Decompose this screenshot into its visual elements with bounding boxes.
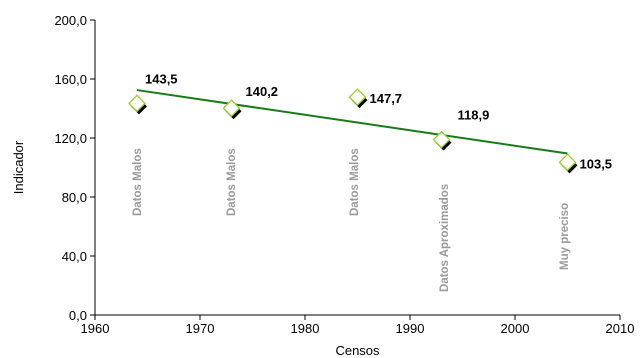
- data-point: [222, 99, 242, 120]
- data-point: [432, 130, 452, 151]
- trendline-group: [136, 89, 568, 155]
- point-annotation: Muy preciso: [559, 203, 571, 270]
- trendline: [136, 89, 568, 155]
- x-tick-label: 1970: [186, 321, 215, 336]
- x-tick-label: 1980: [291, 321, 320, 336]
- y-tick-label: 80,0: [62, 190, 87, 205]
- data-point-marker: [222, 99, 241, 118]
- point-annotation: Datos Malos: [349, 148, 361, 216]
- data-point-marker: [348, 88, 367, 107]
- data-point: [348, 88, 368, 109]
- x-tick-label: 1990: [396, 321, 425, 336]
- y-tick-label: 0,0: [69, 308, 87, 323]
- data-label: 103,5: [580, 156, 613, 171]
- data-label: 118,9: [458, 108, 490, 123]
- annotations: Datos Malos Datos Malos Datos Malos Datos A…: [132, 148, 571, 292]
- y-tick-label: 40,0: [62, 249, 87, 264]
- data-label: 143,5: [145, 71, 178, 86]
- point-annotation: Datos Malos: [132, 148, 144, 216]
- point-annotation: Datos Malos: [226, 148, 238, 216]
- y-tick-label: 200,0: [54, 13, 87, 28]
- point-annotation: Datos Aproximados: [439, 184, 451, 292]
- data-label: 147,7: [370, 91, 403, 106]
- x-tick-label: 2010: [606, 321, 635, 336]
- data-point-marker: [558, 153, 577, 172]
- y-tick-label: 120,0: [54, 131, 87, 146]
- data-labels: 143,5 140,2 147,7 118,9 103,5: [145, 71, 612, 171]
- y-axis-title: Indicador: [11, 140, 26, 194]
- x-axis-title: Censos: [335, 343, 380, 358]
- data-point: [128, 94, 147, 115]
- y-tick-label: 160,0: [54, 72, 87, 87]
- data-point-marker: [432, 130, 451, 149]
- x-tick-label: 2000: [501, 321, 530, 336]
- points: [128, 88, 578, 174]
- x-tick-label: 1960: [81, 321, 110, 336]
- axes: 0,0 40,0 80,0 120,0 160,0 200,0 1960 1970 1980 19…: [54, 13, 634, 336]
- data-point: [558, 153, 578, 174]
- data-point-marker: [128, 94, 146, 113]
- data-label: 140,2: [246, 84, 279, 99]
